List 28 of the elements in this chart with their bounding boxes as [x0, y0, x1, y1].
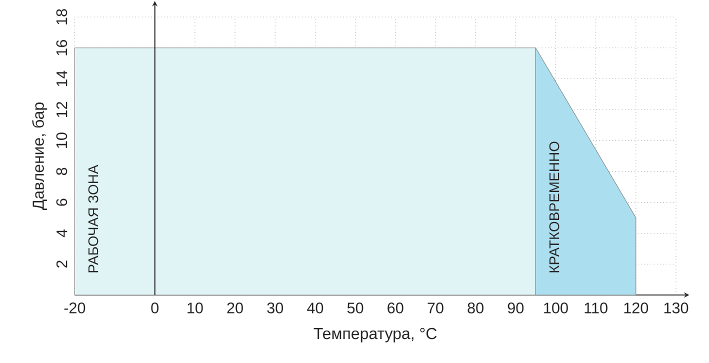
- x-tick-label: -20: [64, 302, 86, 314]
- series-label: РАБОЧАЯ ЗОНА: [88, 164, 98, 272]
- y-tick-label: 12: [56, 102, 68, 118]
- x-axis-title: Температура, °C: [314, 328, 437, 342]
- x-tick-label: 50: [347, 302, 364, 314]
- y-tick-label: 14: [56, 70, 68, 86]
- y-tick-label: 8: [56, 168, 68, 176]
- x-tick-label: 20: [227, 302, 243, 314]
- x-tick-label: 110: [584, 302, 608, 314]
- x-tick-label: 70: [428, 302, 444, 314]
- y-axis-title: Давление, бар: [32, 102, 48, 210]
- x-tick-label: 130: [664, 302, 688, 314]
- y-tick-label: 6: [56, 198, 68, 206]
- y-tick-label: 4: [56, 229, 68, 238]
- x-tick-label: 0: [151, 302, 159, 314]
- x-tick-label: 60: [388, 302, 404, 314]
- x-tick-label: 40: [307, 302, 324, 314]
- x-tick-label: 30: [267, 302, 284, 314]
- y-tick-label: 2: [56, 260, 68, 268]
- x-tick-label: 100: [544, 302, 568, 314]
- x-tick-label: 120: [624, 302, 648, 314]
- y-tick-label: 16: [56, 40, 68, 56]
- x-tick-label: 90: [508, 302, 524, 314]
- x-tick-label: 10: [188, 302, 203, 314]
- y-tick-label: 18: [56, 9, 68, 24]
- x-tick-label: 80: [468, 302, 484, 314]
- series-label: КРАТКОВРЕМЕННО: [549, 142, 560, 272]
- y-tick-label: 10: [56, 132, 68, 148]
